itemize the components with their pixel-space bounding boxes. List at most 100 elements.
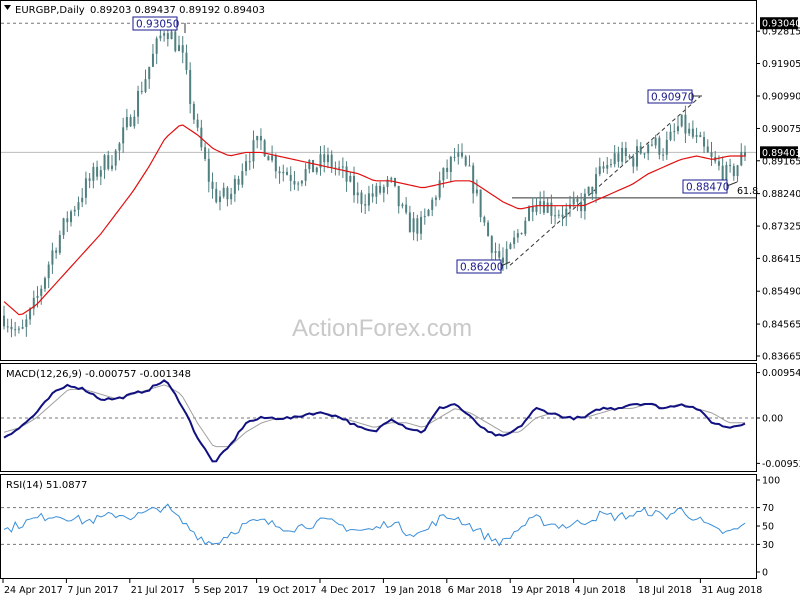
candle-body (293, 180, 296, 185)
candle-body (691, 128, 694, 137)
candle-body (66, 218, 69, 223)
candle-body (304, 169, 307, 181)
candle-body (315, 167, 318, 173)
candle-body (557, 214, 560, 216)
candle-body (729, 164, 732, 167)
candle-body (338, 167, 341, 169)
sma-line (3, 124, 745, 316)
candle-body (680, 114, 683, 127)
candle-body (703, 136, 706, 147)
candle-body (233, 178, 236, 194)
candle-body (490, 236, 493, 253)
candle-body (598, 166, 601, 175)
candle-body (308, 159, 311, 170)
candle-body (736, 165, 739, 177)
candle-body (278, 171, 281, 174)
candle-body (10, 326, 13, 330)
candle-body (300, 180, 303, 184)
x-tick-label: 6 Mar 2018 (448, 585, 502, 596)
candle-body (99, 170, 102, 177)
candle-body (73, 209, 76, 212)
current-price-label: 0.89403 (762, 148, 800, 159)
x-tick-label: 21 Jul 2017 (131, 585, 185, 596)
x-tick-label: 19 Oct 2017 (258, 585, 317, 596)
candle-body (572, 198, 575, 205)
candle-body (390, 177, 393, 180)
x-tick-label: 24 Apr 2017 (4, 585, 63, 596)
candle-body (40, 288, 43, 296)
candle-body (479, 189, 482, 218)
rsi-tick-label: 50 (762, 522, 774, 533)
price-tick-label: 0.90075 (762, 124, 800, 135)
candle-body (721, 165, 724, 182)
candle-body (43, 278, 46, 289)
candle-body (662, 154, 665, 156)
candle-body (122, 127, 125, 144)
candle-body (624, 147, 627, 156)
candle-body (230, 193, 233, 200)
candle-body (29, 308, 32, 320)
candle-body (196, 119, 199, 128)
ohlc-values: 0.89203 0.89437 0.89192 0.89403 (90, 5, 265, 16)
candle-body (364, 204, 367, 206)
annotation-label: 0.88470 (686, 182, 729, 194)
candle-body (650, 144, 653, 146)
rsi-panel-frame (0, 474, 757, 579)
candle-body (524, 220, 527, 234)
candle-body (684, 114, 687, 134)
candle-body (62, 218, 65, 236)
candle-body (267, 156, 270, 161)
candle-body (744, 152, 746, 157)
candle-body (676, 126, 679, 132)
candle-body (397, 186, 400, 207)
candle-body (386, 179, 389, 187)
price-tick-label: 0.88240 (762, 189, 800, 200)
collapse-triangle-icon[interactable] (4, 5, 11, 10)
candle-body (319, 154, 322, 168)
candle-body (568, 204, 571, 209)
candle-body (416, 218, 419, 234)
candle-body (155, 38, 158, 54)
candle-body (118, 143, 121, 151)
candle-body (449, 156, 452, 172)
candle-body (516, 233, 519, 238)
candle-body (382, 186, 385, 193)
candle-body (323, 154, 326, 163)
candle-body (438, 180, 441, 198)
macd-tick-label: 0.00954 (762, 368, 800, 379)
candle-body (583, 193, 586, 212)
candle-body (505, 248, 508, 263)
candle-body (222, 187, 225, 197)
candle-body (218, 196, 221, 203)
candle-body (501, 257, 504, 263)
candle-body (528, 206, 531, 221)
candle-body (114, 150, 117, 166)
candle-body (297, 183, 300, 185)
candle-body (148, 66, 151, 80)
rsi-tick-label: 70 (762, 503, 774, 514)
candle-body (405, 204, 408, 213)
candle-body (434, 197, 437, 200)
candle-body (263, 140, 266, 157)
price-tick-label: 0.91905 (762, 59, 800, 70)
candle-body (669, 131, 672, 140)
rsi-title: RSI(14) 51.0877 (6, 480, 87, 491)
candle-body (498, 251, 501, 258)
candle-body (248, 161, 251, 163)
x-tick-label: 4 Jun 2018 (575, 585, 626, 596)
macd-plot (1, 379, 756, 463)
watermark: ActionForex.com (292, 315, 472, 342)
candle-body (401, 204, 404, 207)
candle-body (345, 166, 348, 182)
macd-tick-label: 0.00 (762, 414, 783, 425)
candle-body (356, 192, 359, 196)
candle-body (110, 165, 113, 169)
candle-body (632, 157, 635, 167)
candle-body (606, 164, 609, 169)
candle-body (289, 174, 292, 181)
trend-dashed-line (509, 96, 701, 266)
annotation-box (682, 179, 728, 194)
candle-body (367, 193, 370, 206)
candle-body (446, 167, 449, 172)
candle-body (475, 189, 478, 194)
